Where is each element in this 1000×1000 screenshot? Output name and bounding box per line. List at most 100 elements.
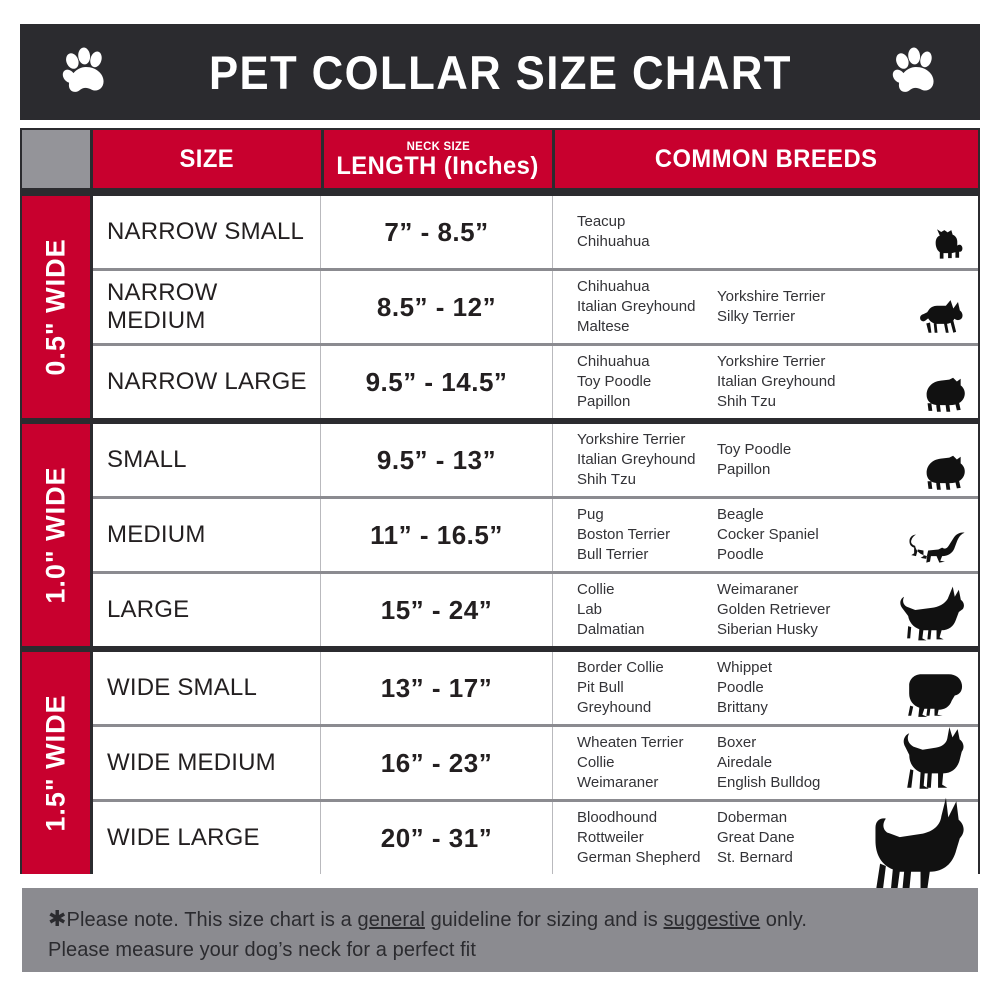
- cell-length: 9.5” - 14.5”: [321, 346, 553, 418]
- breed-name: Bloodhound: [577, 809, 658, 827]
- breed-name: Doberman: [717, 809, 788, 827]
- table-row[interactable]: LARGE 15” - 24” Collie Lab Dalmatian Weima…: [93, 574, 978, 646]
- breed-name: Shih Tzu: [717, 392, 776, 410]
- pomeranian-silhouette-icon: [920, 444, 972, 494]
- cell-length: 13” - 17”: [321, 652, 553, 724]
- breed-name: Poodle: [717, 545, 764, 563]
- breed-column-2: Weimaraner Golden Retriever Siberian Husky: [717, 580, 867, 640]
- breed-column-1: Chihuahua Toy Poodle Papillon: [577, 352, 717, 412]
- breed-column-2: Yorkshire Terrier Silky Terrier: [717, 287, 867, 327]
- breed-name: Papillon: [577, 392, 631, 410]
- cell-breeds: Chihuahua Italian Greyhound Maltese Yorksh…: [553, 271, 978, 343]
- bulldog-silhouette-icon: [896, 664, 972, 722]
- breed-name: Silky Terrier: [717, 308, 796, 325]
- breed-name: Chihuahua: [577, 278, 650, 296]
- paw-print-icon: [58, 45, 112, 99]
- cell-breeds: Yorkshire Terrier Italian Greyhound Shih T…: [553, 424, 978, 496]
- cell-length: 15” - 24”: [321, 574, 553, 646]
- breed-column-2: Boxer Airedale English Bulldog: [717, 733, 867, 793]
- table-row[interactable]: SMALL 9.5” - 13” Yorkshire Terrier Italia…: [93, 424, 978, 499]
- breed-name: Greyhound: [577, 698, 652, 716]
- cell-breeds: Border Collie Pit Bull Greyhound Whippet Po…: [553, 652, 978, 724]
- group-width-tab: 0.5" WIDE: [22, 196, 90, 418]
- cell-size: NARROW SMALL: [93, 196, 321, 268]
- table-row[interactable]: NARROW SMALL 7” - 8.5” Teacup Chihuahua: [93, 196, 978, 271]
- cell-length: 11” - 16.5”: [321, 499, 553, 571]
- breed-column-2: Yorkshire Terrier Italian Greyhound Shih T…: [717, 352, 867, 412]
- cell-size: SMALL: [93, 424, 321, 496]
- cell-breeds: Collie Lab Dalmatian Weimaraner Golden Retr…: [553, 574, 978, 646]
- table-row[interactable]: WIDE LARGE 20” - 31” Bloodhound Rottweile…: [93, 797, 978, 894]
- table-row[interactable]: MEDIUM 11” - 16.5” Pug Boston Terrier Bull…: [93, 499, 978, 574]
- breed-name: Italian Greyhound: [577, 298, 696, 316]
- footer-emphasis-suggestive: suggestive: [663, 909, 761, 931]
- breed-name: Great Dane: [717, 829, 795, 847]
- cell-size: WIDE LARGE: [93, 802, 321, 874]
- breed-name: Golden Retriever: [717, 601, 831, 619]
- group-width-tab: 1.0" WIDE: [22, 424, 90, 646]
- header-breeds: COMMON BREEDS: [555, 130, 978, 188]
- breed-name: Papillon: [717, 461, 771, 478]
- doberman-silhouette-icon: [872, 792, 976, 896]
- breed-name: Weimaraner: [717, 581, 799, 599]
- footer-line-2: Please measure your dog’s neck for a per…: [48, 939, 476, 961]
- header-size: SIZE: [93, 130, 321, 188]
- breed-name: Chihuahua: [577, 233, 650, 250]
- footer-line-1: ✱Please note. This size chart is a gener…: [48, 902, 952, 935]
- cell-length: 20” - 31”: [321, 802, 553, 874]
- cell-size: NARROW MEDIUM: [93, 271, 321, 343]
- header-size-label: SIZE: [179, 144, 235, 173]
- breed-name: Pug: [577, 506, 604, 524]
- breed-column-2: Whippet Poodle Brittany: [717, 658, 867, 718]
- breed-name: Toy Poodle: [577, 373, 652, 391]
- breed-name: Cocker Spaniel: [717, 526, 819, 544]
- cell-length: 16” - 23”: [321, 727, 553, 799]
- size-group: 1.0" WIDE SMALL 9.5” - 13” Yorkshire Ter…: [20, 418, 980, 646]
- breed-name: Whippet: [717, 659, 773, 677]
- breed-name: Collie: [577, 754, 615, 772]
- breed-name: Lab: [577, 601, 603, 619]
- footer-text-c: only.: [760, 909, 808, 931]
- table-row[interactable]: NARROW LARGE 9.5” - 14.5” Chihuahua Toy P…: [93, 346, 978, 418]
- breed-name: St. Bernard: [717, 848, 793, 866]
- breed-name: Dalmatian: [577, 620, 645, 638]
- breed-name: Border Collie: [577, 659, 664, 677]
- table-row[interactable]: NARROW MEDIUM 8.5” - 12” Chihuahua Italia…: [93, 271, 978, 346]
- group-rows: SMALL 9.5” - 13” Yorkshire Terrier Italia…: [93, 424, 978, 646]
- cell-breeds: Bloodhound Rottweiler German Shepherd Dobe…: [553, 797, 978, 894]
- cell-length: 8.5” - 12”: [321, 271, 553, 343]
- breed-name: Siberian Husky: [717, 620, 818, 638]
- breed-column-1: Wheaten Terrier Collie Weimaraner: [577, 733, 717, 793]
- header-length-label: LENGTH (Inches): [336, 151, 540, 180]
- cell-size: LARGE: [93, 574, 321, 646]
- breed-column-1: Border Collie Pit Bull Greyhound: [577, 658, 717, 718]
- paw-print-icon: [888, 45, 942, 99]
- breed-column-1: Yorkshire Terrier Italian Greyhound Shih T…: [577, 430, 717, 490]
- breed-column-1: Bloodhound Rottweiler German Shepherd: [577, 808, 717, 868]
- breed-column-2: Doberman Great Dane St. Bernard: [717, 808, 867, 868]
- title-bar: PET COLLAR SIZE CHART: [20, 24, 980, 120]
- breed-name: Maltese: [577, 317, 630, 335]
- breed-column-1: Teacup Chihuahua: [577, 212, 717, 252]
- table-header-row: SIZE NECK SIZE LENGTH (Inches) COMMON BR…: [20, 128, 980, 190]
- breed-name: Boxer: [717, 734, 757, 752]
- breed-name: Rottweiler: [577, 829, 644, 847]
- breed-name: Airedale: [717, 754, 773, 772]
- breed-name: Brittany: [717, 698, 768, 716]
- footer-text-a: Please note. This size chart is a: [66, 909, 358, 931]
- table-row[interactable]: WIDE MEDIUM 16” - 23” Wheaten Terrier Col…: [93, 727, 978, 802]
- cell-length: 9.5” - 13”: [321, 424, 553, 496]
- breed-name: Yorkshire Terrier: [717, 288, 826, 306]
- footer-text-b: guideline for sizing and is: [424, 909, 664, 931]
- breed-column-1: Collie Lab Dalmatian: [577, 580, 717, 640]
- breed-name: Italian Greyhound: [717, 373, 836, 391]
- breed-name: Poodle: [717, 679, 764, 697]
- cell-length: 7” - 8.5”: [321, 196, 553, 268]
- breed-name: Weimaraner: [577, 773, 659, 791]
- boxer-silhouette-icon: [900, 723, 972, 797]
- group-width-label: 1.0" WIDE: [40, 466, 71, 604]
- breed-column-1: Pug Boston Terrier Bull Terrier: [577, 505, 717, 565]
- breed-name: Shih Tzu: [577, 470, 636, 488]
- table-row[interactable]: WIDE SMALL 13” - 17” Border Collie Pit Bu…: [93, 652, 978, 727]
